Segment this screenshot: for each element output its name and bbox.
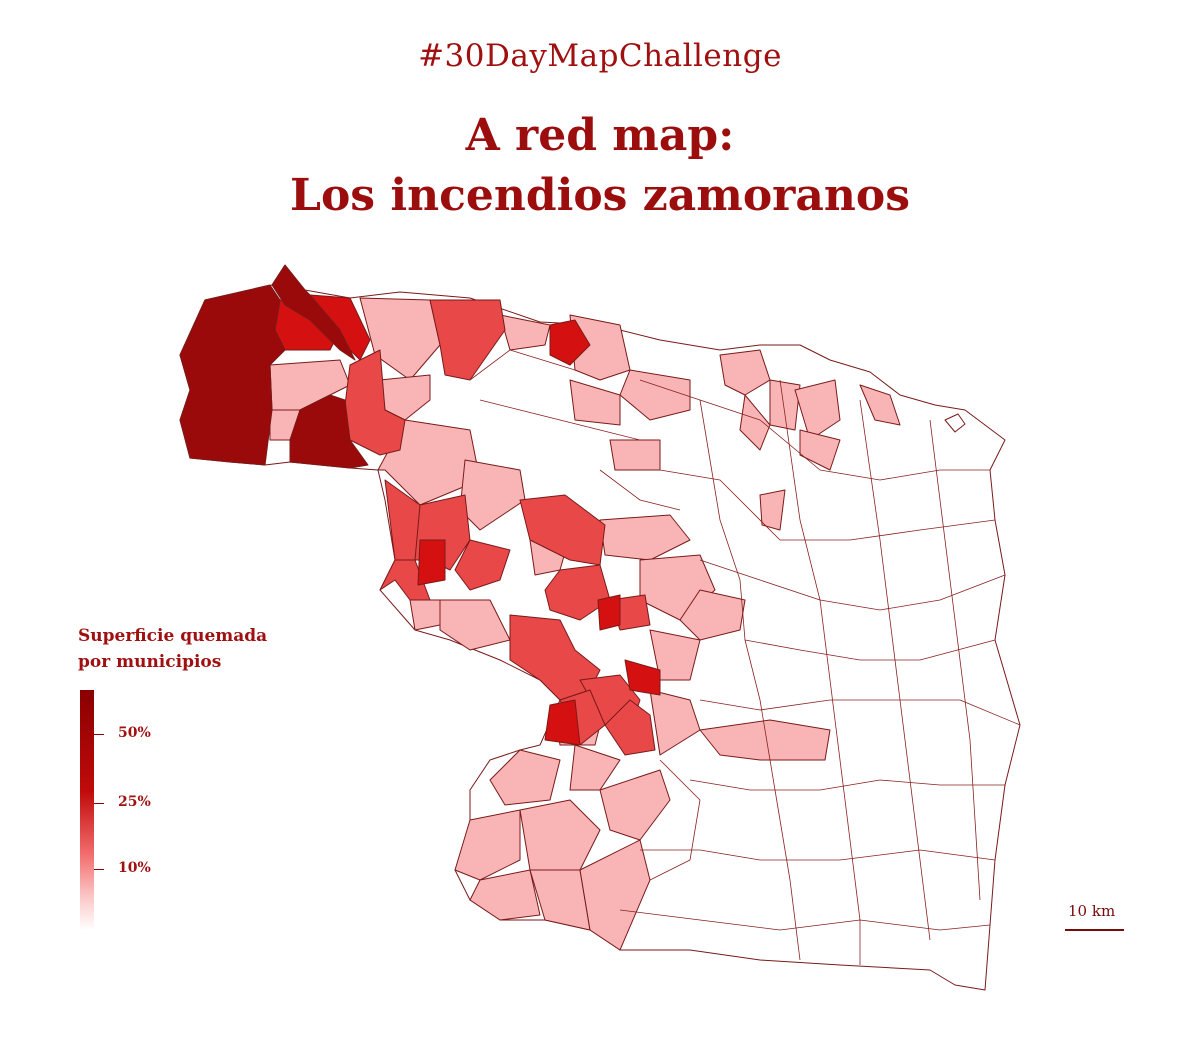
burn-areas-medium [344,299,656,756]
burn-areas-low [269,297,901,951]
province-map [179,264,1021,991]
legend-tick-label-10: 10% [118,860,151,876]
scale-bar [1065,929,1124,931]
legend-title-line-2: por municipios [78,652,222,672]
legend-tick-25 [94,803,104,804]
burn-areas-high [274,294,661,746]
hashtag: #30DayMapChallenge [418,38,782,74]
burn-areas-extreme [179,264,369,469]
map-title-line-1: A red map: [465,110,735,161]
legend-color-bar [80,690,94,930]
legend-tick-label-50: 50% [118,725,151,741]
legend-title-line-1: Superficie quemada [78,626,268,646]
municipal-boundaries [469,349,1021,965]
detached-enclave [944,413,966,433]
legend-tick-label-25: 25% [118,794,151,810]
legend-tick-10 [94,869,104,870]
legend-tick-50 [94,734,104,735]
map-title-line-2: Los incendios zamoranos [290,170,910,221]
scale-label: 10 km [1068,902,1116,920]
